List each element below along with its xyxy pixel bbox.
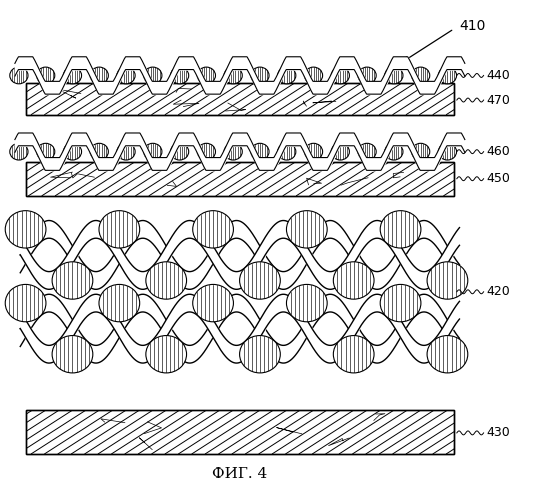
Circle shape <box>412 144 430 160</box>
Circle shape <box>224 144 242 160</box>
Circle shape <box>117 67 135 84</box>
Circle shape <box>146 262 187 299</box>
Circle shape <box>385 67 403 84</box>
Circle shape <box>358 144 376 160</box>
Text: 420: 420 <box>486 286 510 298</box>
Circle shape <box>10 144 28 160</box>
Bar <box>26 83 454 115</box>
Circle shape <box>277 67 296 84</box>
Bar <box>26 410 454 454</box>
Circle shape <box>251 67 269 84</box>
Circle shape <box>170 67 189 84</box>
Circle shape <box>197 144 215 160</box>
Circle shape <box>412 67 430 84</box>
Circle shape <box>358 67 376 84</box>
Circle shape <box>305 67 323 84</box>
Circle shape <box>144 67 162 84</box>
Circle shape <box>287 284 327 322</box>
Circle shape <box>197 67 215 84</box>
Circle shape <box>36 67 55 84</box>
Circle shape <box>331 144 349 160</box>
Circle shape <box>251 144 269 160</box>
Circle shape <box>333 262 374 299</box>
Circle shape <box>36 144 55 160</box>
Circle shape <box>305 144 323 160</box>
Text: 430: 430 <box>486 426 510 440</box>
Text: 450: 450 <box>486 172 510 185</box>
Circle shape <box>63 67 82 84</box>
Circle shape <box>90 144 108 160</box>
Circle shape <box>117 144 135 160</box>
Circle shape <box>277 144 296 160</box>
Circle shape <box>380 210 421 248</box>
Text: 440: 440 <box>486 69 510 82</box>
Text: 410: 410 <box>460 20 486 34</box>
Text: ФИГ. 4: ФИГ. 4 <box>212 467 268 481</box>
Circle shape <box>144 144 162 160</box>
Text: 470: 470 <box>486 94 510 106</box>
Bar <box>26 162 454 196</box>
Circle shape <box>5 284 46 322</box>
Circle shape <box>63 144 82 160</box>
Circle shape <box>333 336 374 373</box>
Circle shape <box>438 67 456 84</box>
Bar <box>26 162 454 196</box>
Circle shape <box>193 284 233 322</box>
Circle shape <box>52 336 93 373</box>
Circle shape <box>99 284 140 322</box>
Circle shape <box>427 262 468 299</box>
Circle shape <box>380 284 421 322</box>
Bar <box>26 410 454 454</box>
Circle shape <box>224 67 242 84</box>
Text: 460: 460 <box>486 145 510 158</box>
Circle shape <box>239 262 280 299</box>
Circle shape <box>239 336 280 373</box>
Circle shape <box>438 144 456 160</box>
Circle shape <box>52 262 93 299</box>
Circle shape <box>331 67 349 84</box>
Circle shape <box>287 210 327 248</box>
Circle shape <box>10 67 28 84</box>
Circle shape <box>99 210 140 248</box>
Circle shape <box>193 210 233 248</box>
Circle shape <box>5 210 46 248</box>
Circle shape <box>427 336 468 373</box>
Circle shape <box>385 144 403 160</box>
Circle shape <box>170 144 189 160</box>
Circle shape <box>146 336 187 373</box>
Bar <box>26 83 454 115</box>
Circle shape <box>90 67 108 84</box>
